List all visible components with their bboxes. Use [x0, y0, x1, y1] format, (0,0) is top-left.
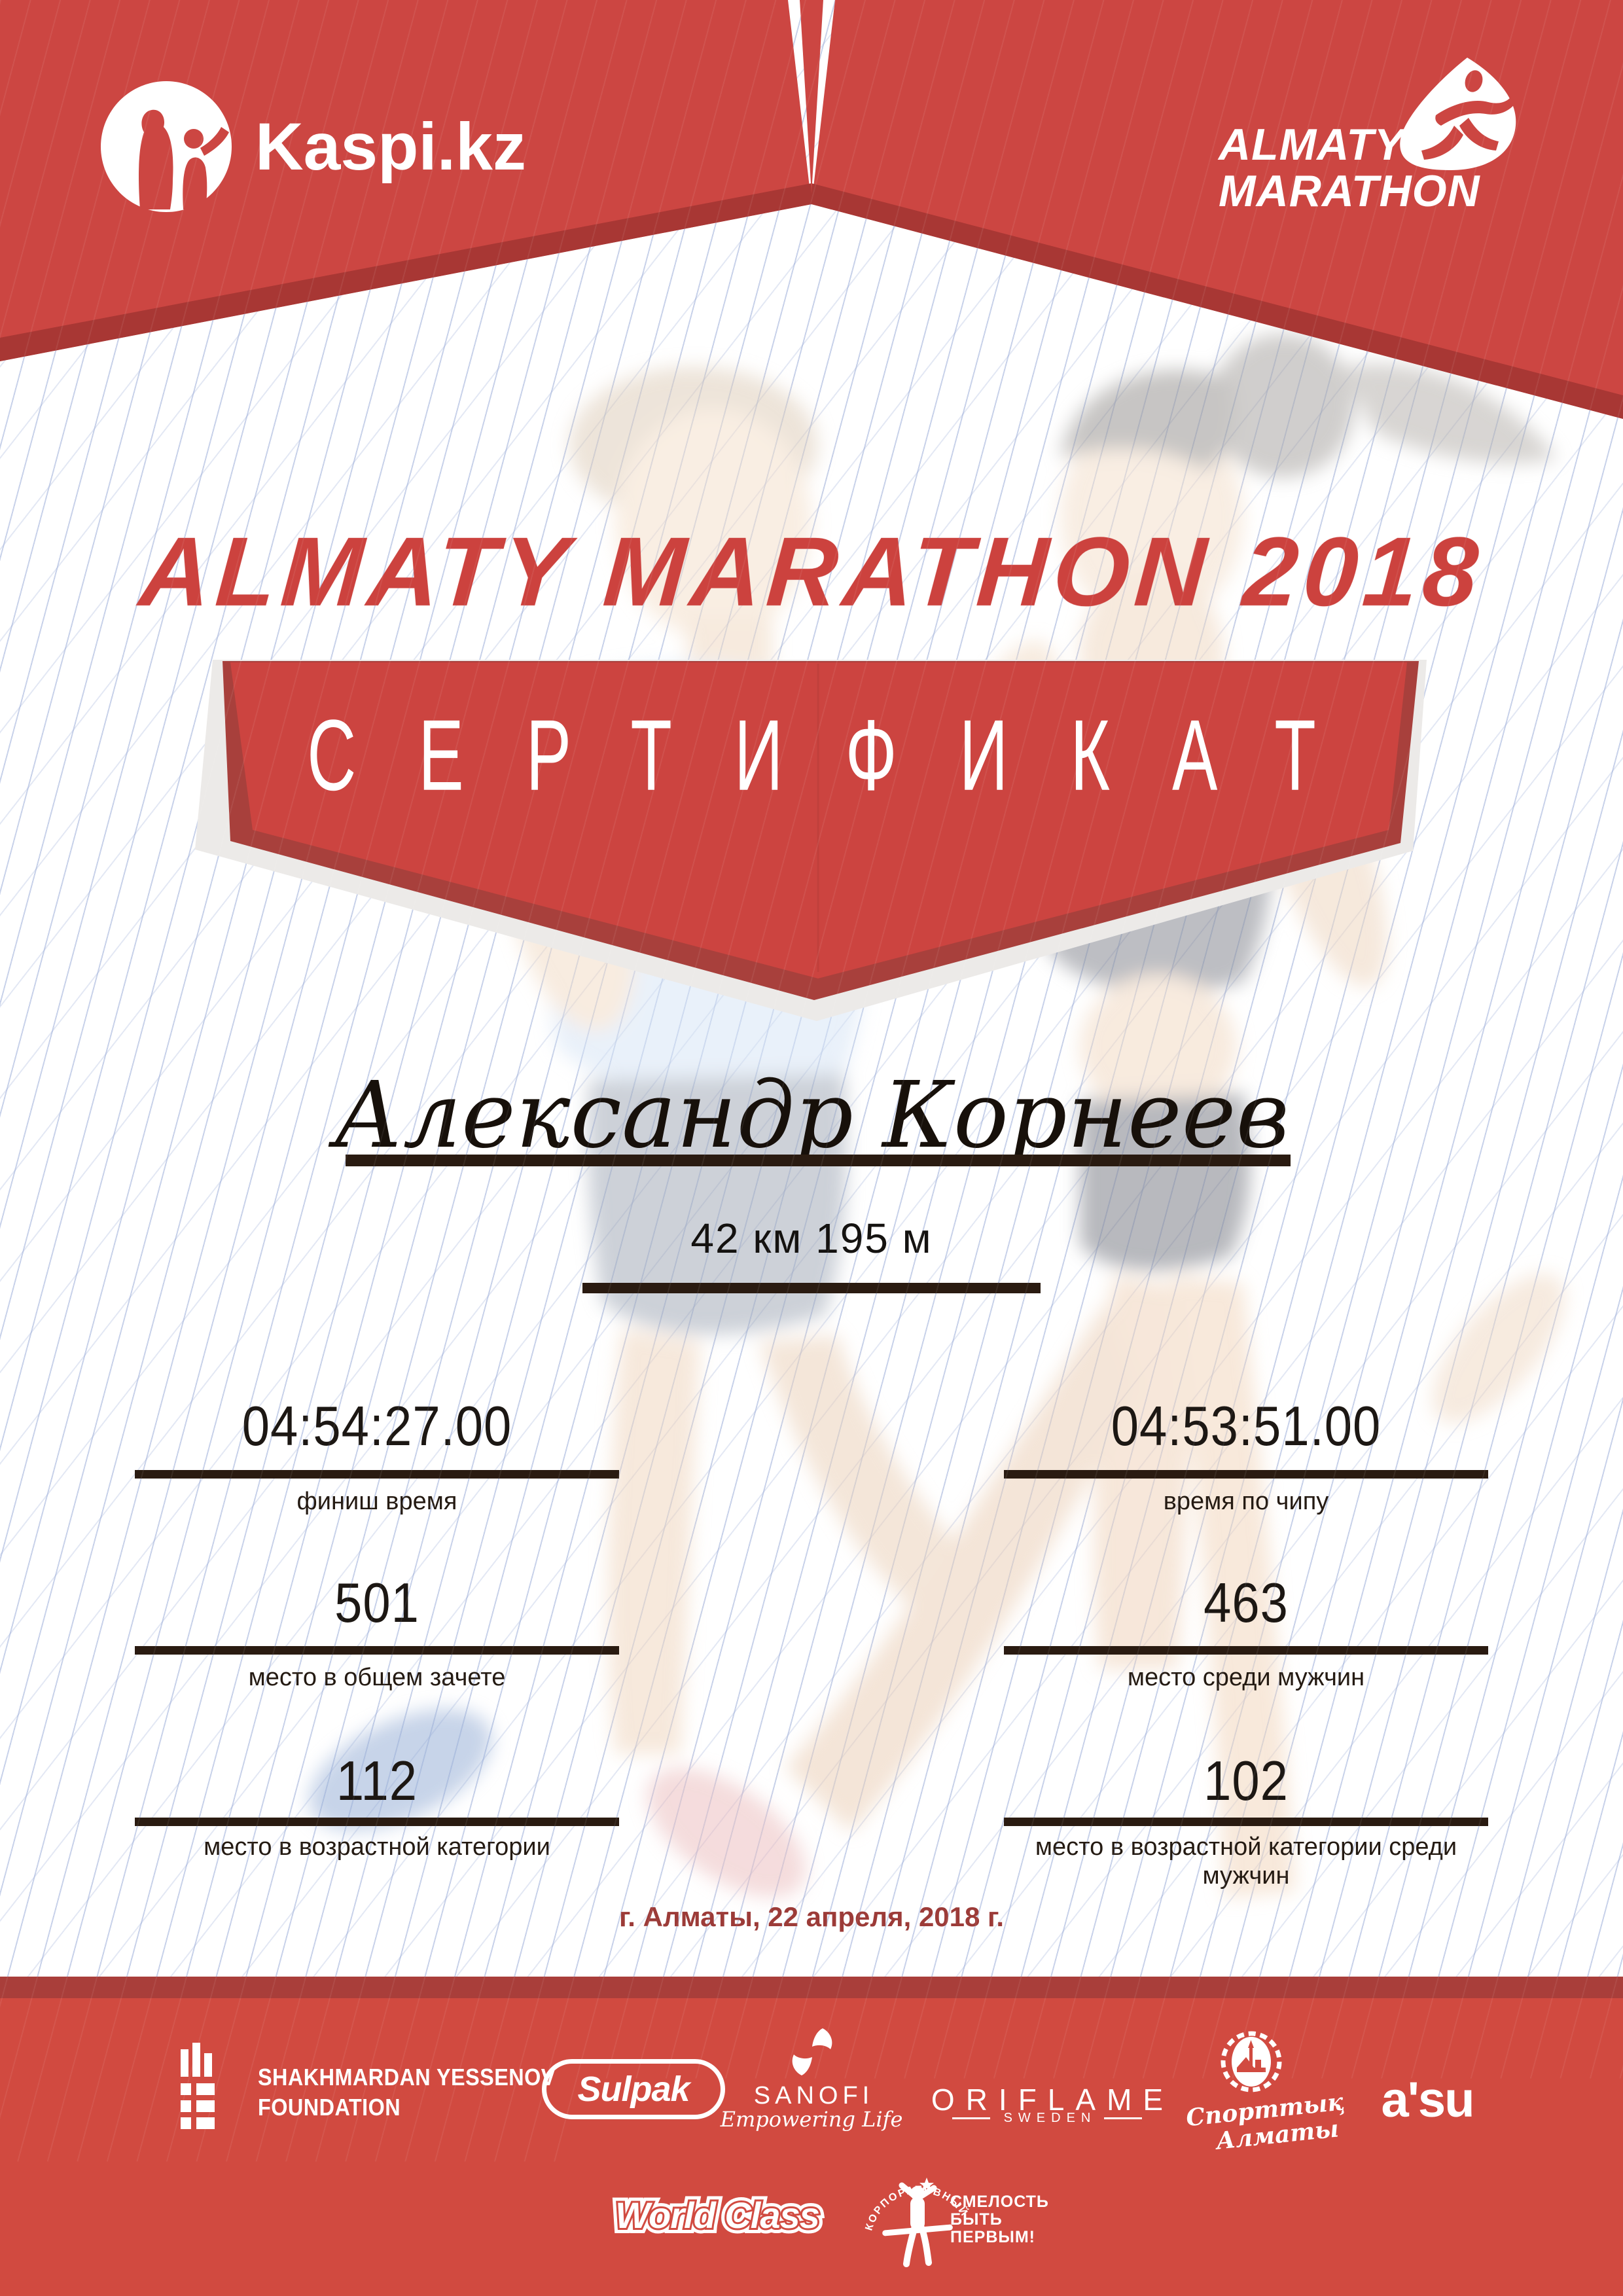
name-underline: [346, 1155, 1291, 1166]
stat-underline: [1004, 1646, 1488, 1655]
stat-value: 112: [128, 1745, 626, 1818]
yessenov-foundation-name: SHAKHMARDAN YESSENOV: [258, 2064, 556, 2091]
sponsors-footer: SHAKHMARDAN YESSENOV FOUNDATION Sulpak S…: [0, 1998, 1623, 2296]
oriflame-dash-left: [952, 2117, 990, 2119]
worldclass-logo: World Class World Class World Class: [613, 2192, 822, 2244]
stat-underline: [1004, 1470, 1488, 1479]
oriflame-sweden-row: SWEDEN: [916, 2111, 1178, 2126]
event-date-location: г. Алматы, 22 апреля, 2018 г.: [0, 1901, 1623, 1933]
certificate-page: Kaspi.kz ALMATY MARATHON ALMATY MARATHON…: [0, 0, 1623, 2296]
stat-underline: [135, 1470, 619, 1479]
distance: 42 км 195 м: [0, 1212, 1623, 1265]
stat-underline: [1004, 1818, 1488, 1826]
kaspi-logo: Kaspi.kz: [101, 81, 526, 212]
kaspi-logo-text: Kaspi.kz: [255, 109, 526, 185]
stat-label: место в общем зачете: [128, 1663, 626, 1692]
stat-age-place: 112 место в возрастной категории: [128, 1749, 626, 1814]
sanofi-tagline: Empowering Life: [720, 2107, 903, 2132]
fund-text-line3: ПЕРВЫМ!: [950, 2229, 1035, 2246]
event-title: ALMATY MARATHON 2018: [0, 522, 1623, 620]
distance-underline: [582, 1283, 1041, 1293]
stat-label: место среди мужчин: [997, 1663, 1495, 1692]
oriflame-dash-right: [1104, 2117, 1142, 2119]
yessenov-foundation-icon: [181, 2043, 224, 2132]
asu-logo-text: a'su: [1359, 2072, 1496, 2128]
stat-overall-place: 501 место в общем зачете: [128, 1571, 626, 1636]
marathon-logo-line2: MARATHON: [1219, 168, 1480, 215]
yessenov-foundation-name2: FOUNDATION: [258, 2094, 401, 2121]
sanofi-bird-icon: [789, 2027, 836, 2077]
stat-chip-time: 04:53:51.00 время по чипу: [997, 1394, 1495, 1460]
stat-underline: [135, 1818, 619, 1826]
sport-almaty-emblem-icon: [1217, 2031, 1285, 2095]
header-banner: [0, 0, 1623, 458]
sanofi-logo-text: SANOFI: [733, 2082, 890, 2110]
stat-age-gender-place: 102 место в возрастной категории среди м…: [997, 1749, 1495, 1814]
oriflame-sweden-text: SWEDEN: [998, 2111, 1097, 2126]
footer-divider: [0, 1977, 1623, 1998]
kaspi-icon: [101, 81, 232, 212]
stat-label: время по чипу: [997, 1487, 1495, 1516]
marathon-drop-icon: [1390, 55, 1521, 173]
stat-value: 463: [997, 1567, 1495, 1640]
fund-text-line1: СМЕЛОСТЬ: [950, 2193, 1049, 2211]
stat-finish-time: 04:54:27.00 финиш время: [128, 1394, 626, 1460]
stat-label: место в возрастной категории среди мужчи…: [997, 1833, 1495, 1890]
stat-gender-place: 463 место среди мужчин: [997, 1571, 1495, 1636]
worldclass-text: World Class: [613, 2192, 822, 2239]
stat-value: 501: [128, 1567, 626, 1640]
certificate-heading: СЕРТИФИКАТ: [0, 706, 1623, 806]
stat-value: 102: [997, 1745, 1495, 1818]
stat-value: 04:53:51.00: [997, 1390, 1495, 1463]
stat-label: место в возрастной категории: [128, 1833, 626, 1861]
stat-value: 04:54:27.00: [128, 1390, 626, 1463]
stat-label: финиш время: [128, 1487, 626, 1516]
stat-underline: [135, 1646, 619, 1655]
sulpak-logo-text: Sulpak: [577, 2069, 689, 2109]
sulpak-logo: Sulpak: [542, 2059, 725, 2119]
fund-text-line2: БЫТЬ: [950, 2211, 1003, 2229]
